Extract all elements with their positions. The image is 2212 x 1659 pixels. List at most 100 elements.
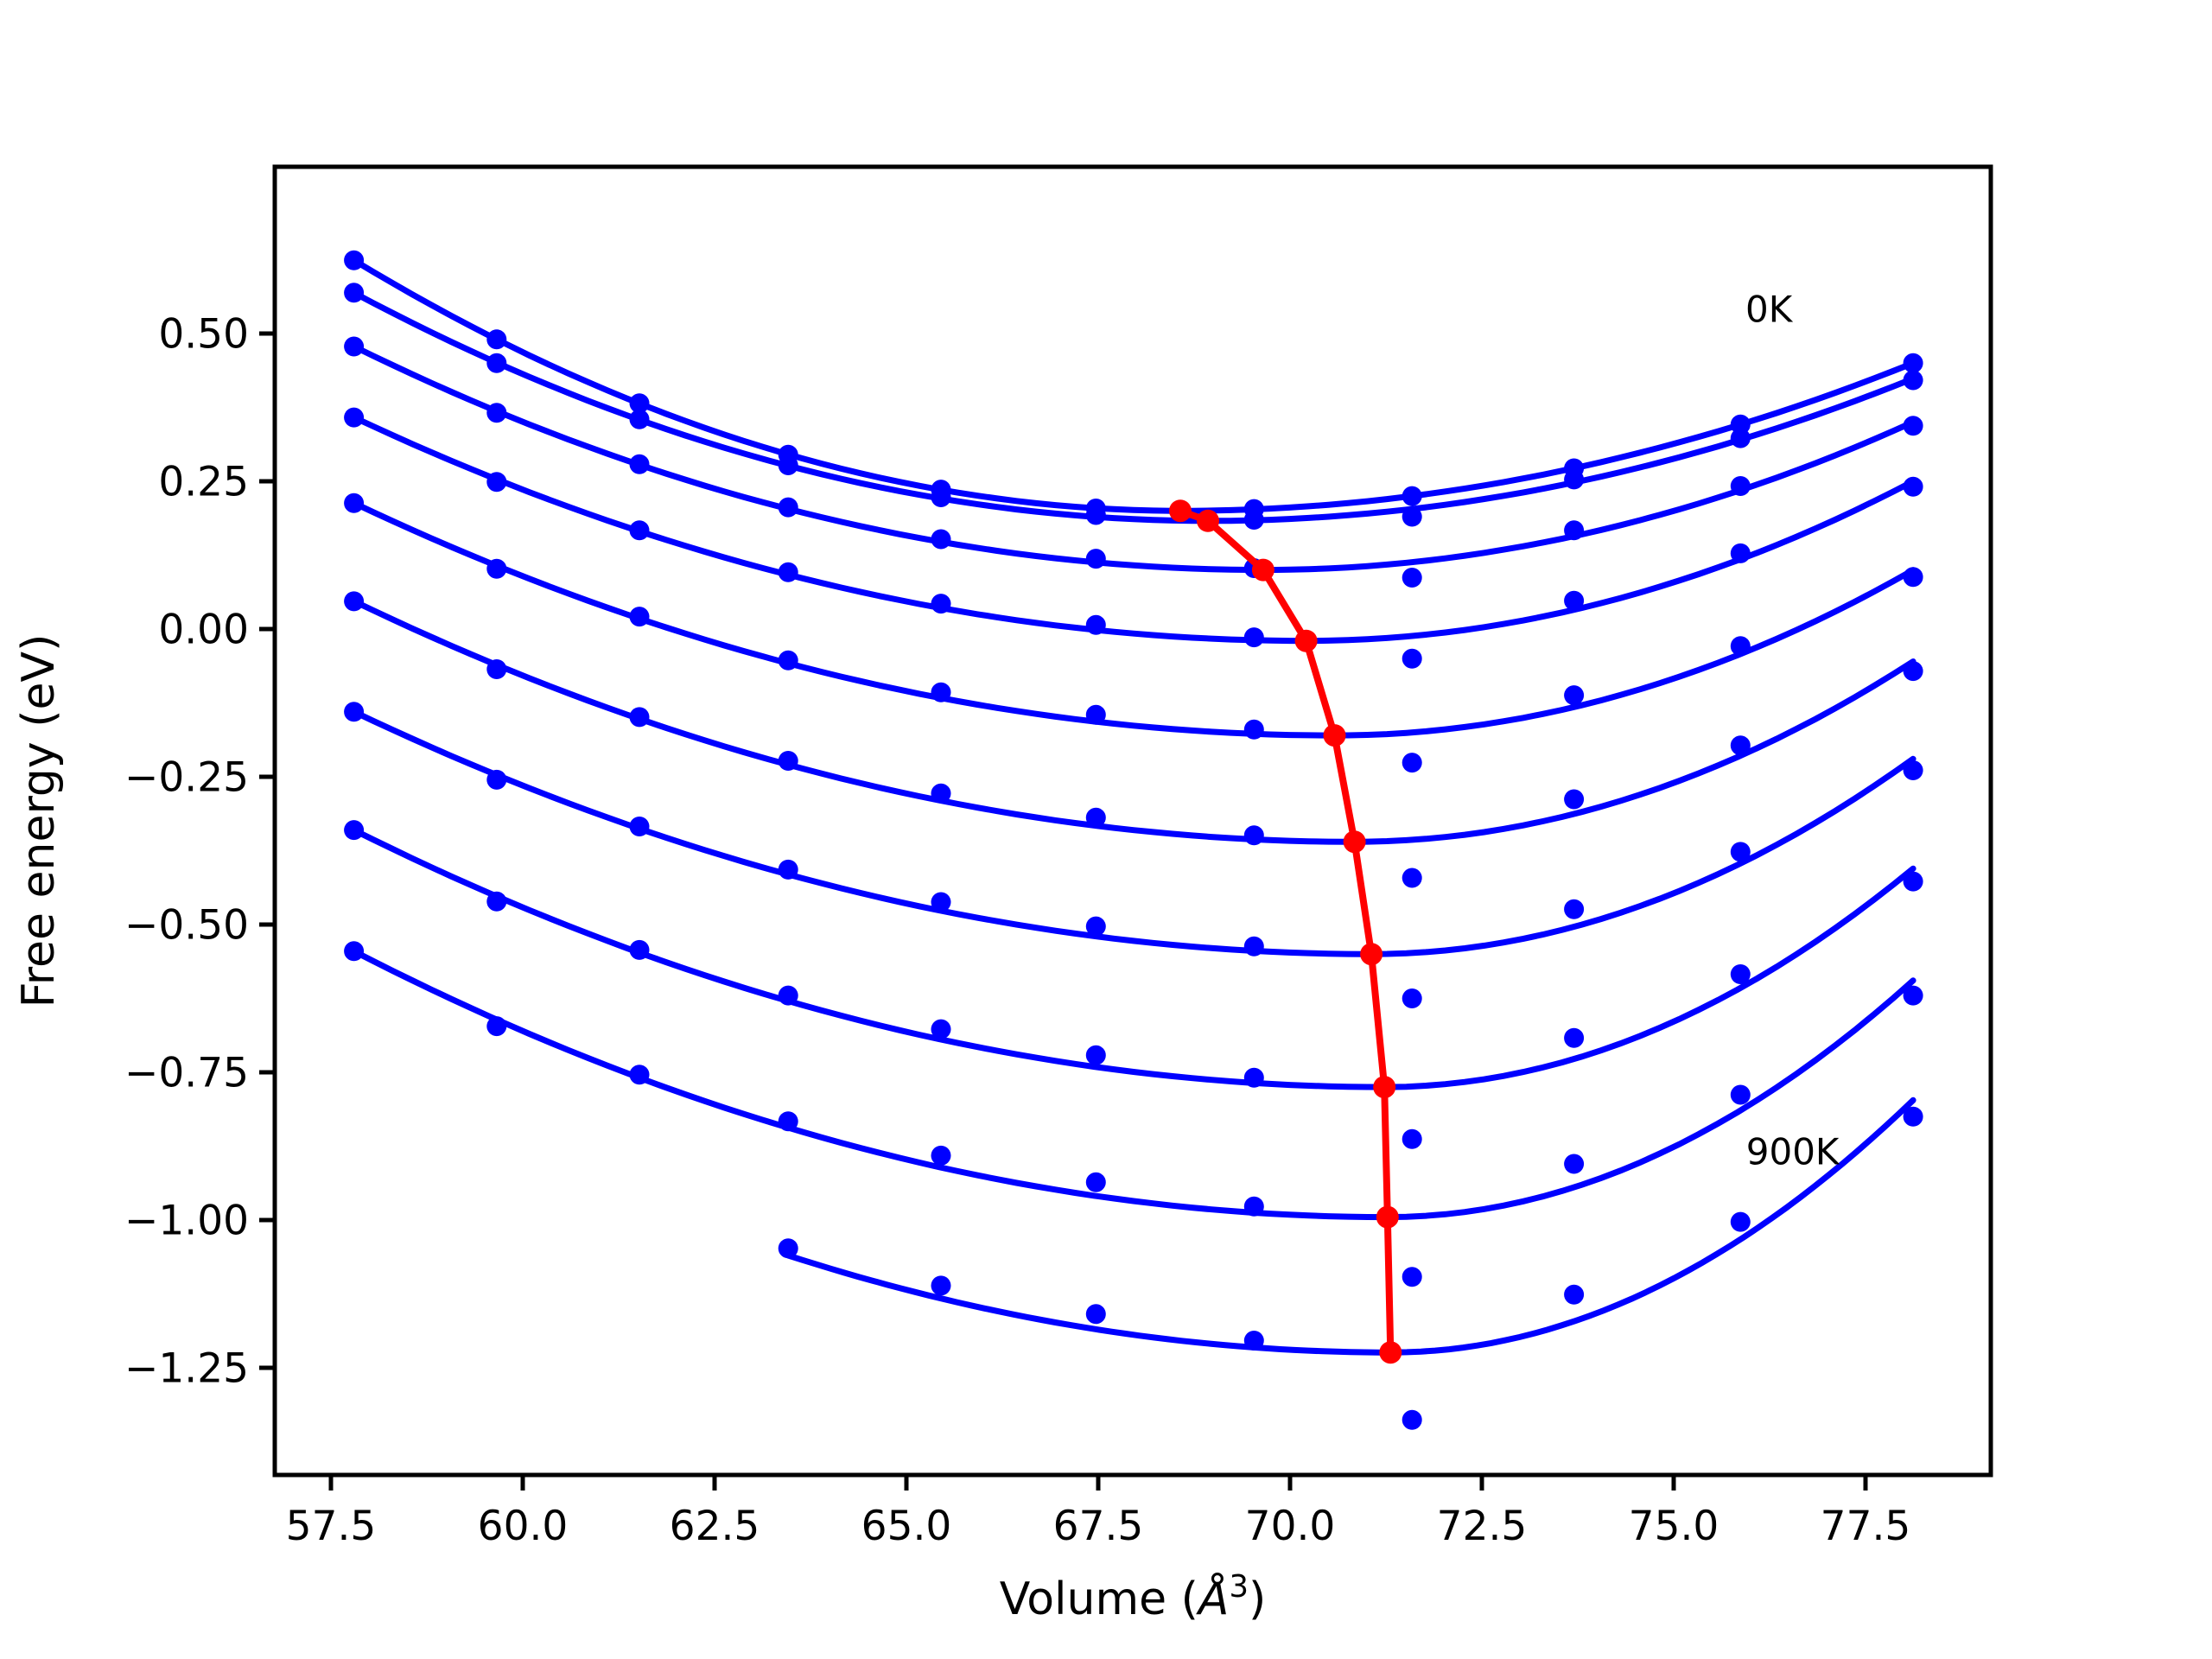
- minimum-point-600K: [1360, 943, 1383, 966]
- data-point-100K: [344, 283, 365, 303]
- y-tick-label: 0.25: [158, 458, 249, 505]
- y-tick-label: −0.25: [124, 753, 249, 801]
- minimum-point-0K: [1169, 499, 1192, 523]
- data-point-700K: [1085, 1045, 1106, 1065]
- data-point-200K: [1730, 476, 1751, 496]
- data-point-100K: [1730, 428, 1751, 448]
- x-tick-label: 70.0: [1245, 1503, 1336, 1550]
- data-point-400K: [778, 650, 798, 671]
- y-axis-label: Free energy (eV): [13, 634, 65, 1008]
- data-point-300K: [629, 520, 650, 541]
- data-point-700K: [1402, 1128, 1422, 1149]
- y-tick-label: −0.75: [124, 1049, 249, 1096]
- data-point-100K: [1564, 469, 1585, 490]
- x-tick-label: 75.0: [1629, 1503, 1719, 1550]
- data-point-300K: [486, 472, 507, 493]
- fit-curve-800K: [351, 948, 1916, 1221]
- data-point-100K: [778, 455, 798, 475]
- data-point-0K: [1730, 414, 1751, 435]
- data-point-900K: [1243, 1331, 1264, 1351]
- minimum-point-200K: [1251, 558, 1274, 582]
- data-point-900K: [1730, 1211, 1751, 1232]
- data-point-100K: [1402, 506, 1422, 527]
- data-point-200K: [344, 336, 365, 357]
- data-point-700K: [344, 820, 365, 841]
- x-tick-label: 65.0: [861, 1503, 952, 1550]
- data-point-800K: [344, 941, 365, 962]
- data-point-200K: [1564, 520, 1585, 541]
- data-point-400K: [931, 682, 951, 702]
- data-point-300K: [931, 594, 951, 614]
- data-point-100K: [629, 409, 650, 429]
- data-point-700K: [778, 985, 798, 1006]
- data-point-400K: [344, 493, 365, 513]
- data-point-800K: [486, 1016, 507, 1037]
- data-point-300K: [1903, 476, 1923, 497]
- fit-curve-500K: [351, 598, 1916, 845]
- data-point-100K: [1243, 510, 1264, 530]
- data-point-600K: [486, 769, 507, 790]
- data-point-100K: [1903, 370, 1923, 391]
- data-point-200K: [629, 454, 650, 474]
- data-point-400K: [1243, 719, 1264, 740]
- data-point-200K: [778, 497, 798, 518]
- data-point-700K: [1903, 871, 1923, 892]
- data-point-200K: [931, 529, 951, 550]
- annotation-900K: 900K: [1746, 1131, 1840, 1173]
- data-point-400K: [1402, 753, 1422, 773]
- fit-curve-300K: [351, 414, 1916, 645]
- data-point-900K: [1085, 1304, 1106, 1325]
- data-point-600K: [629, 817, 650, 836]
- data-point-400K: [1730, 636, 1751, 657]
- data-point-200K: [1085, 549, 1106, 569]
- data-point-400K: [1564, 685, 1585, 706]
- data-point-500K: [629, 707, 650, 728]
- data-point-800K: [931, 1145, 951, 1166]
- minimum-point-300K: [1294, 629, 1318, 652]
- data-point-500K: [1564, 789, 1585, 810]
- x-axis-label: Volume (Å3): [1000, 1569, 1267, 1625]
- fit-curve-900K: [785, 1096, 1916, 1356]
- data-point-200K: [1402, 568, 1422, 588]
- fit-curve-0K: [351, 257, 1916, 514]
- fit-curve-200K: [351, 343, 1916, 574]
- data-point-600K: [1730, 842, 1751, 862]
- minimum-point-700K: [1373, 1076, 1396, 1099]
- data-point-500K: [344, 591, 365, 612]
- data-point-600K: [931, 892, 951, 912]
- data-point-800K: [1730, 1084, 1751, 1105]
- minimum-point-500K: [1343, 830, 1366, 854]
- data-point-700K: [1243, 1067, 1264, 1088]
- annotation-0K: 0K: [1745, 288, 1794, 330]
- fit-curve-700K: [351, 827, 1916, 1090]
- data-point-400K: [486, 558, 507, 579]
- data-point-400K: [1903, 567, 1923, 588]
- data-point-600K: [1243, 936, 1264, 957]
- data-point-500K: [1402, 868, 1422, 888]
- minimum-point-100K: [1197, 509, 1219, 532]
- y-tick-label: 0.00: [158, 606, 249, 653]
- data-point-400K: [1085, 704, 1106, 725]
- data-point-500K: [486, 659, 507, 679]
- data-point-800K: [1085, 1172, 1106, 1192]
- data-point-800K: [778, 1111, 798, 1132]
- data-point-900K: [931, 1275, 951, 1296]
- data-point-800K: [1564, 1154, 1585, 1174]
- data-point-500K: [1085, 807, 1106, 828]
- data-point-300K: [1085, 614, 1106, 635]
- data-point-500K: [778, 751, 798, 771]
- data-point-800K: [1402, 1267, 1422, 1287]
- y-tick-label: 0.50: [158, 310, 249, 358]
- data-point-300K: [778, 562, 798, 582]
- data-point-100K: [931, 487, 951, 507]
- data-point-600K: [1564, 899, 1585, 919]
- data-point-0K: [344, 250, 365, 270]
- data-point-700K: [931, 1019, 951, 1039]
- minima-line: [1177, 507, 1395, 1357]
- axes-spines: [272, 164, 1993, 1478]
- fit-curve-100K: [351, 289, 1916, 524]
- data-point-700K: [629, 939, 650, 960]
- data-point-0K: [1903, 353, 1923, 373]
